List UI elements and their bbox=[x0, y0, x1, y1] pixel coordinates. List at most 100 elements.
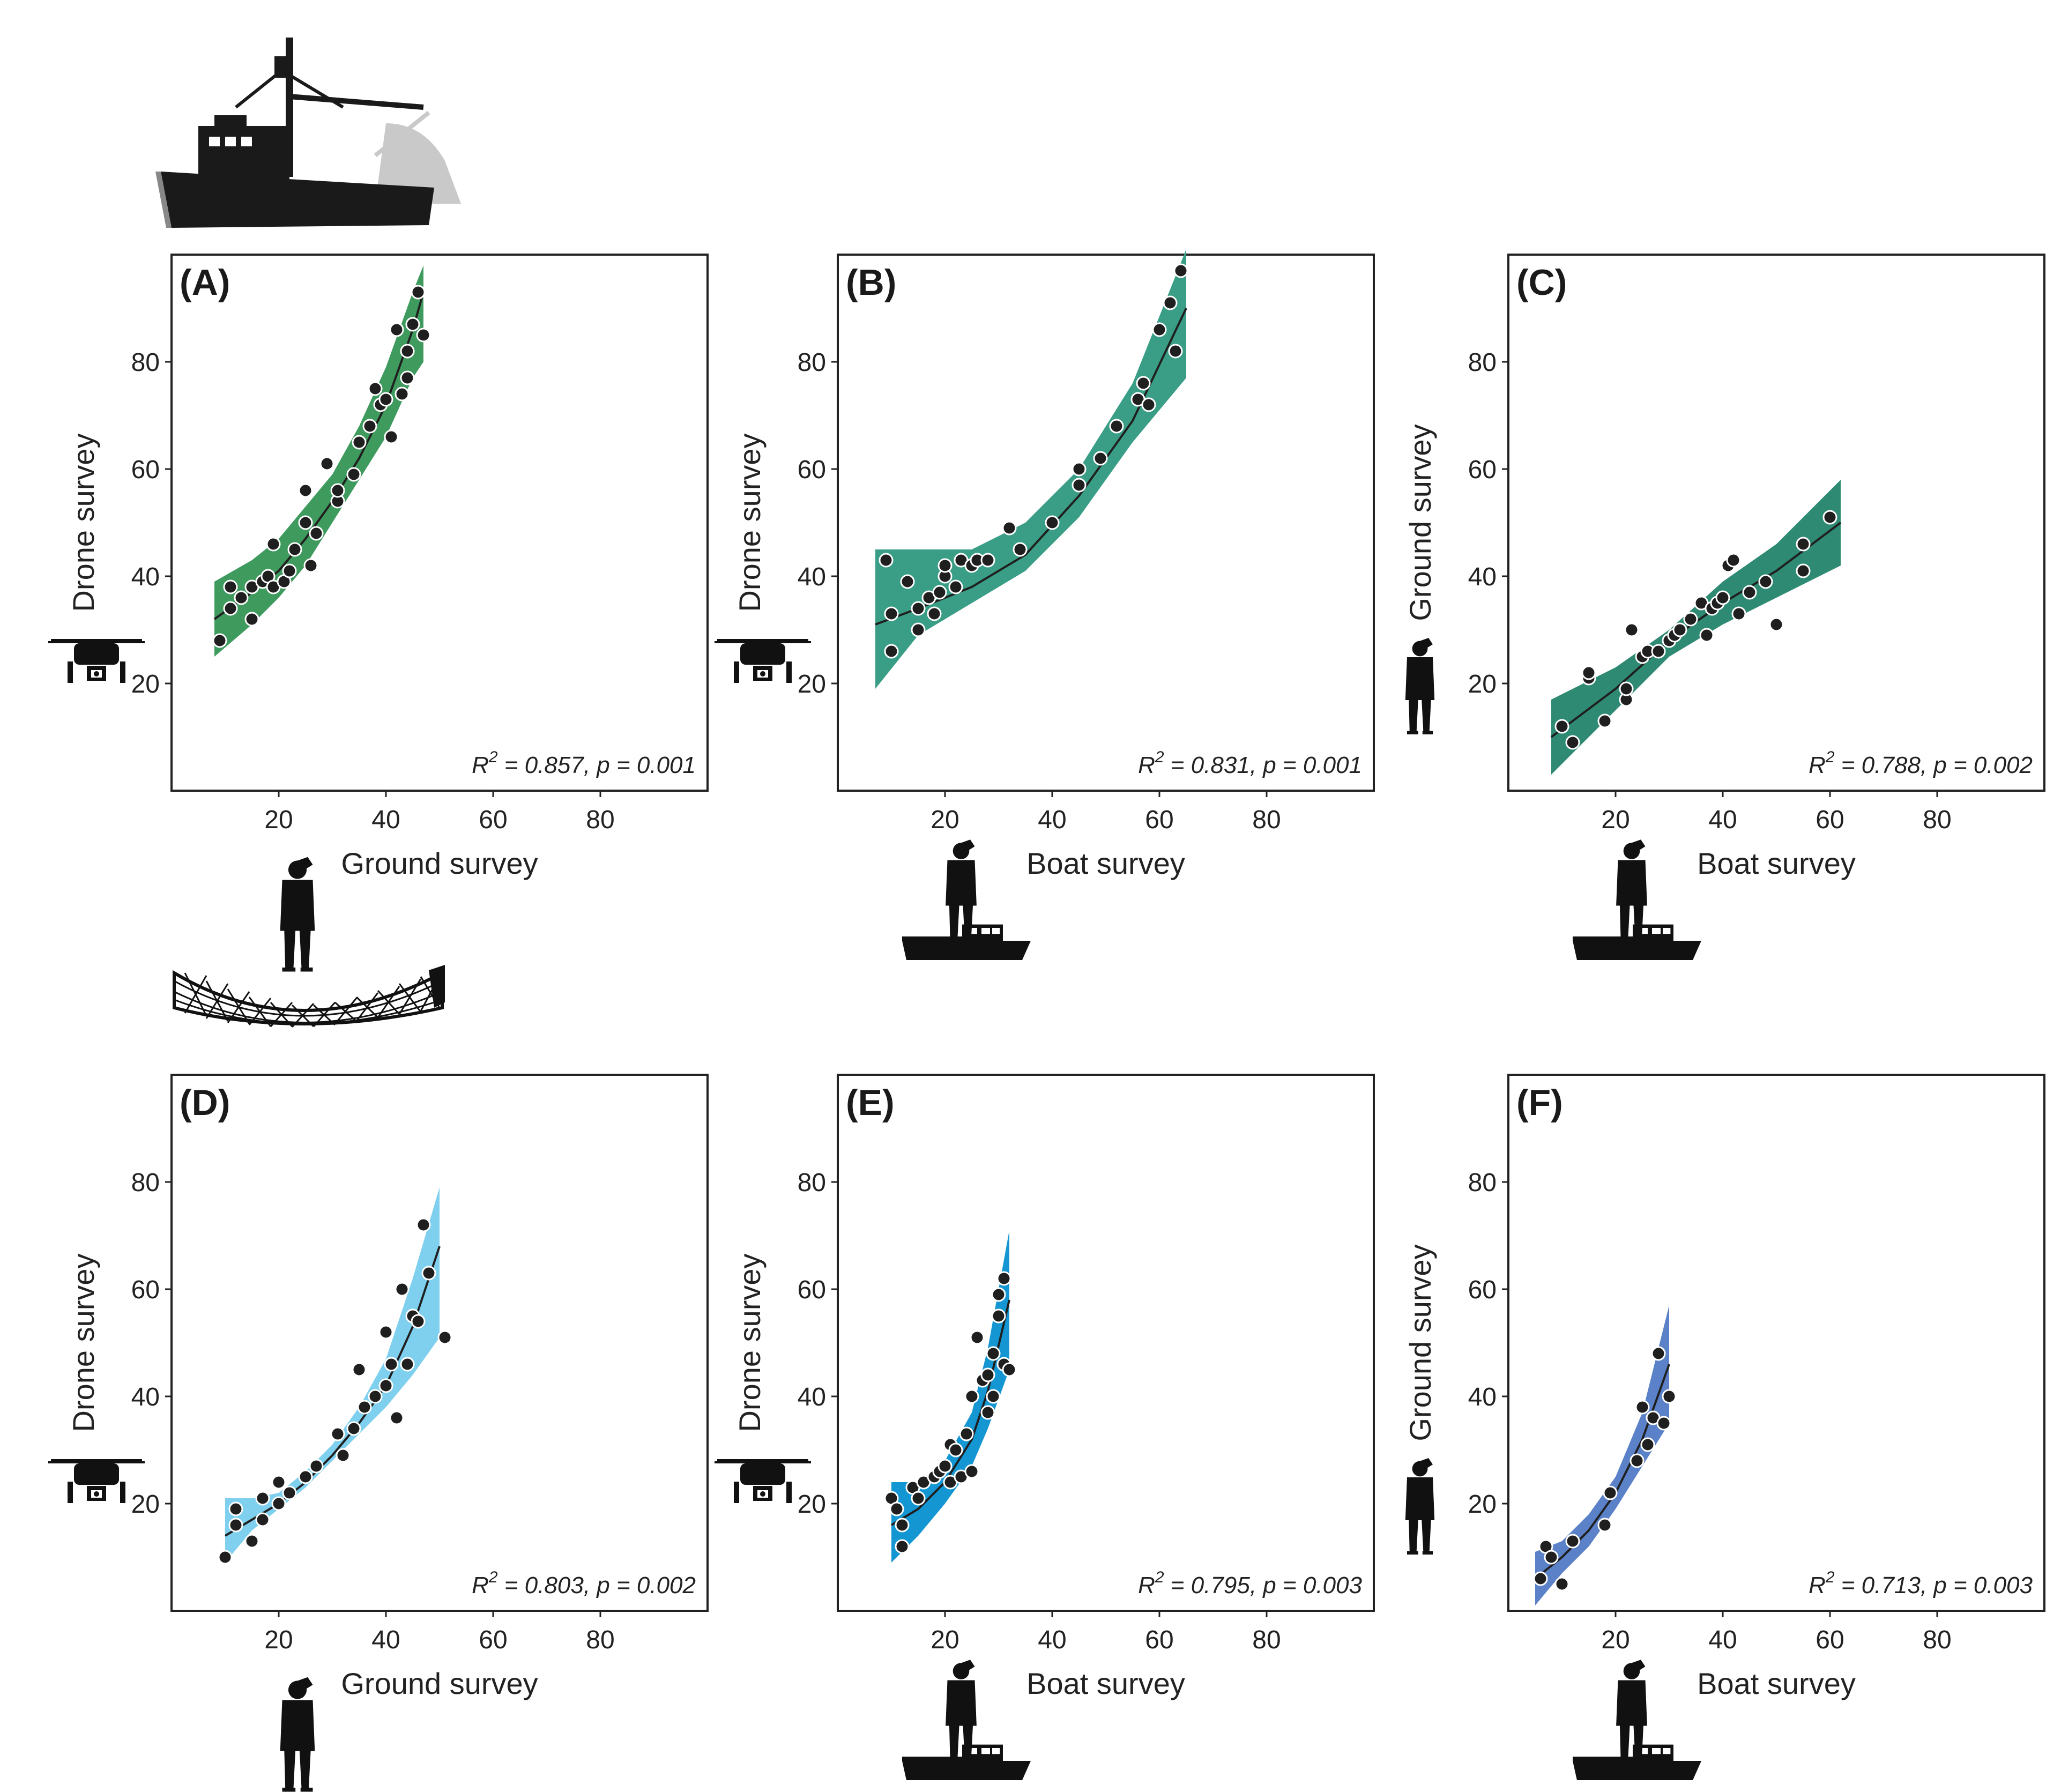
x-tick-label: 20 bbox=[264, 806, 293, 834]
stats-annotation: R2 = 0.803, p = 0.002 bbox=[472, 1568, 696, 1598]
data-point bbox=[437, 1330, 452, 1345]
data-point bbox=[303, 558, 318, 573]
x-tick-label: 60 bbox=[1816, 806, 1844, 834]
data-point bbox=[1565, 1534, 1580, 1549]
x-axis-title: Ground survey bbox=[341, 846, 538, 880]
x-tick-label: 80 bbox=[1252, 806, 1281, 834]
data-point bbox=[1173, 263, 1188, 278]
confidence-band bbox=[214, 265, 423, 657]
data-point bbox=[400, 1357, 415, 1372]
data-point bbox=[1168, 344, 1183, 359]
data-point bbox=[1544, 1550, 1559, 1565]
data-point bbox=[1651, 1346, 1666, 1361]
data-point bbox=[266, 537, 281, 552]
x-tick-label: 60 bbox=[1145, 806, 1173, 834]
data-point bbox=[1554, 1577, 1569, 1592]
data-point bbox=[244, 612, 259, 627]
stats-annotation: R2 = 0.713, p = 0.003 bbox=[1809, 1568, 2033, 1598]
panel-label: (D) bbox=[180, 1082, 230, 1123]
data-point bbox=[959, 1426, 974, 1441]
panel-label: (B) bbox=[846, 262, 896, 303]
data-point bbox=[378, 1325, 393, 1340]
data-point bbox=[1726, 553, 1741, 568]
data-point bbox=[1630, 1453, 1645, 1468]
observer-person-icon bbox=[280, 1677, 315, 1792]
data-point bbox=[271, 1475, 286, 1490]
y-axis-title: Ground survey bbox=[1403, 424, 1437, 621]
data-point bbox=[1731, 606, 1746, 621]
data-point bbox=[911, 1491, 926, 1506]
confidence-band bbox=[875, 249, 1186, 689]
y-tick-label: 60 bbox=[131, 456, 160, 484]
observer-person-icon bbox=[1405, 1458, 1435, 1555]
data-point bbox=[986, 1346, 1001, 1361]
data-point bbox=[1796, 563, 1811, 578]
x-tick-label: 80 bbox=[586, 1626, 614, 1654]
data-point bbox=[384, 1357, 399, 1372]
x-tick-label: 80 bbox=[1923, 806, 1951, 834]
data-point bbox=[1002, 521, 1017, 536]
y-axis-title: Drone survey bbox=[66, 433, 100, 612]
x-axis-title: Ground survey bbox=[341, 1667, 538, 1700]
data-point bbox=[1554, 719, 1569, 734]
stats-annotation: R2 = 0.857, p = 0.001 bbox=[472, 748, 696, 778]
y-tick-label: 60 bbox=[131, 1276, 160, 1304]
x-tick-label: 60 bbox=[479, 1626, 507, 1654]
data-point bbox=[411, 285, 426, 300]
data-point bbox=[330, 1426, 345, 1441]
y-tick-label: 40 bbox=[1468, 563, 1497, 591]
data-point bbox=[964, 1389, 979, 1404]
data-point bbox=[1597, 713, 1612, 728]
x-tick-label: 20 bbox=[931, 806, 959, 834]
x-tick-label: 80 bbox=[1252, 1626, 1281, 1654]
x-tick-label: 80 bbox=[1923, 1626, 1951, 1654]
data-point bbox=[911, 622, 926, 637]
data-point bbox=[395, 1282, 410, 1297]
data-point bbox=[389, 1410, 404, 1425]
data-point bbox=[400, 344, 415, 359]
x-axis-title: Boat survey bbox=[1697, 846, 1856, 880]
x-tick-label: 20 bbox=[1601, 1626, 1630, 1654]
data-point bbox=[1072, 478, 1087, 493]
data-point bbox=[244, 1534, 259, 1549]
panel-c: 20 40 60 80 20 40 60 80 (C) R2 = 0.788, p = 0.002… bbox=[1403, 254, 2045, 960]
data-point bbox=[1533, 1571, 1548, 1586]
x-tick-label: 60 bbox=[1145, 1626, 1173, 1654]
data-point bbox=[1796, 537, 1811, 552]
data-point bbox=[964, 1464, 979, 1479]
data-point bbox=[389, 322, 404, 337]
data-point bbox=[1715, 590, 1730, 605]
x-tick-label: 80 bbox=[586, 806, 614, 834]
drone-icon bbox=[715, 1459, 811, 1503]
data-point bbox=[991, 1308, 1006, 1323]
x-tick-label: 40 bbox=[1038, 806, 1066, 834]
x-tick-label: 40 bbox=[371, 806, 400, 834]
data-point bbox=[927, 606, 942, 621]
x-tick-label: 20 bbox=[1601, 806, 1630, 834]
data-point bbox=[346, 467, 361, 482]
data-point bbox=[1742, 585, 1757, 600]
x-tick-label: 40 bbox=[371, 1626, 400, 1654]
data-point bbox=[970, 1330, 985, 1345]
data-point bbox=[357, 1400, 372, 1415]
data-point bbox=[271, 1496, 286, 1511]
y-tick-label: 20 bbox=[1468, 1490, 1497, 1519]
data-point bbox=[384, 429, 399, 444]
data-point bbox=[234, 590, 249, 605]
panels: 20 40 60 80 20 40 60 80 (A) R2 = 0.857, p = 0.001… bbox=[48, 249, 2045, 1792]
panel-b: 20 40 60 80 20 40 60 80 (B) R2 = 0.831, p = 0.001… bbox=[715, 249, 1375, 960]
drone-icon bbox=[48, 639, 145, 683]
y-tick-label: 40 bbox=[131, 563, 160, 591]
x-tick-label: 60 bbox=[479, 806, 507, 834]
panel-label: (A) bbox=[180, 262, 230, 303]
data-point bbox=[416, 328, 431, 343]
stats-annotation: R2 = 0.831, p = 0.001 bbox=[1138, 748, 1362, 778]
data-point bbox=[255, 1491, 270, 1506]
data-point bbox=[948, 1442, 963, 1458]
data-point bbox=[1109, 419, 1124, 434]
data-point bbox=[1651, 644, 1666, 659]
y-tick-label: 60 bbox=[798, 1276, 826, 1304]
y-tick-label: 80 bbox=[131, 1169, 160, 1197]
fishing-net-icon bbox=[173, 965, 445, 1028]
